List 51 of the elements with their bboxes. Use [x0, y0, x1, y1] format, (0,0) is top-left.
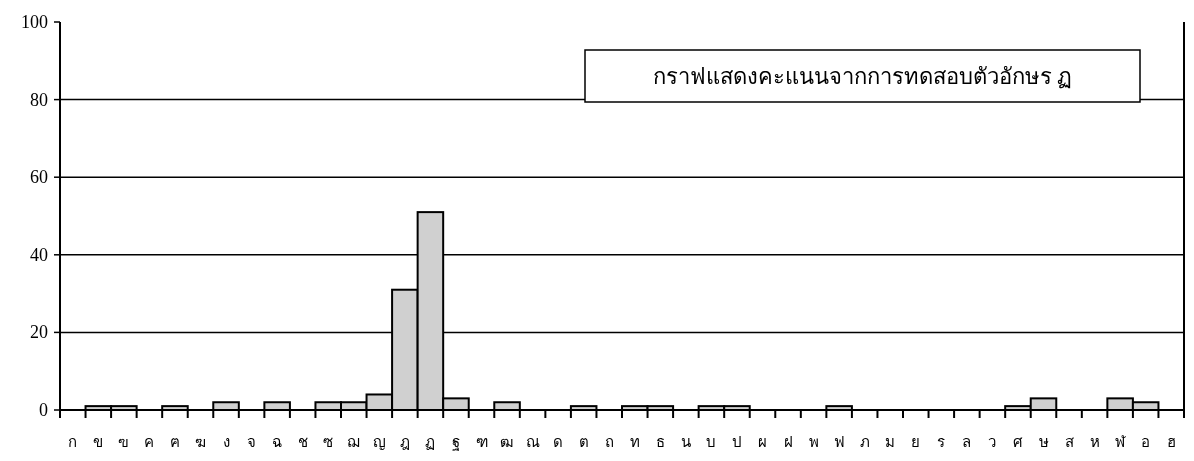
x-tick-label: ฉ [272, 434, 283, 450]
x-tick-label: ฏ [425, 434, 436, 450]
x-tick-label: ย [911, 434, 921, 450]
x-tick-label: ฎ [399, 434, 410, 450]
x-tick-label: พ [808, 434, 819, 450]
x-tick-label: ฝ [783, 434, 793, 450]
x-tick-label: ฟ [833, 434, 845, 450]
x-tick-label: ณ [525, 434, 540, 450]
y-tick-label: 60 [30, 167, 48, 188]
y-tick-label: 0 [39, 400, 48, 420]
x-tick-label: ส [1064, 434, 1074, 450]
x-tick-label: ฃ [118, 434, 130, 450]
x-tick-label: ฐ [451, 434, 460, 451]
x-tick-label: ม [885, 434, 896, 450]
x-tick-label: จ [247, 434, 257, 450]
x-tick-label: ธ [655, 434, 665, 450]
x-tick-label: ภ [859, 434, 870, 450]
y-tick-label: 100 [21, 12, 48, 32]
x-tick-label: ฌ [347, 434, 361, 450]
x-tick-label: ท [629, 434, 640, 450]
y-tick-label: 40 [30, 244, 48, 265]
x-tick-label: ฮ [1166, 434, 1176, 450]
x-tick-label: ฑ [475, 434, 488, 450]
x-tick-label: ห [1089, 434, 1100, 450]
x-tick-label: ษ [1038, 434, 1049, 450]
x-tick-label: ผ [758, 434, 767, 450]
x-tick-label: ว [988, 434, 997, 450]
x-tick-label: ฅ [169, 434, 180, 450]
y-tick-label: 80 [30, 89, 48, 110]
x-tick-label: ล [962, 434, 972, 450]
x-tick-label: ฆ [195, 434, 206, 450]
x-tick-label: ฒ [500, 434, 515, 450]
x-tick-label: บ [706, 434, 717, 450]
x-tick-label: ฬ [1115, 434, 1127, 450]
x-tick-label: ถ [604, 434, 614, 450]
x-tick-label: ญ [372, 434, 386, 450]
x-tick-label: ก [68, 434, 78, 450]
x-tick-label: ป [731, 434, 742, 450]
x-tick-label: น [680, 434, 691, 450]
x-tick-label: ง [222, 434, 230, 450]
x-tick-label: ร [937, 434, 946, 450]
x-tick-label: ศ [1012, 434, 1023, 450]
text: กราฟแสดงคะแนนจากการทดสอบตัวอักษร ฏ [652, 64, 1073, 89]
x-tick-label: ข [93, 434, 104, 450]
x-tick-label: อ [1141, 434, 1151, 450]
x-tick-label: ด [553, 434, 564, 450]
y-tick-label: 20 [30, 322, 48, 343]
x-tick-label: ต [578, 434, 589, 450]
x-tick-label: ค [144, 434, 155, 450]
x-tick-label: ซ [323, 434, 334, 450]
x-tick-label: ช [297, 434, 308, 450]
